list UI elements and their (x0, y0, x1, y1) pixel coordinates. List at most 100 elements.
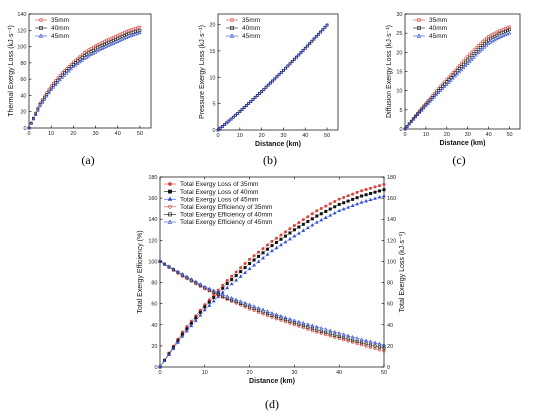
data-point (78, 57, 82, 61)
data-point (337, 202, 341, 206)
data-point (364, 187, 368, 191)
y-tick-label: 140 (148, 217, 157, 223)
data-point (116, 33, 120, 37)
data-point (64, 71, 69, 75)
data-point (472, 55, 476, 59)
data-point (249, 99, 253, 103)
legend-marker (167, 196, 173, 201)
data-point (122, 34, 126, 37)
data-point (134, 30, 137, 33)
data-point (38, 104, 42, 108)
series-line (159, 261, 385, 346)
data-point (127, 32, 131, 35)
data-point (116, 37, 120, 40)
data-point (36, 107, 40, 111)
data-point (80, 58, 84, 62)
data-point (306, 325, 310, 329)
y-tick-label: 5 (212, 102, 215, 108)
data-point (460, 65, 463, 68)
data-point (351, 192, 355, 196)
data-point (333, 333, 337, 337)
data-point (67, 64, 71, 68)
legend-marker (38, 33, 44, 38)
data-point (34, 112, 38, 116)
data-point (332, 329, 337, 334)
x-axis-label: Distance (km) (255, 141, 301, 148)
data-point (243, 262, 247, 266)
data-point (382, 342, 386, 347)
data-point (100, 44, 104, 47)
data-point (360, 194, 364, 198)
data-point (445, 82, 449, 86)
data-point (256, 259, 261, 263)
data-point (78, 60, 82, 64)
x-tick-label: 40 (302, 133, 308, 139)
data-point (333, 205, 337, 209)
y-tick-label: 20 (151, 344, 157, 350)
data-point (274, 312, 279, 316)
data-point (337, 331, 342, 335)
data-point (54, 79, 58, 82)
data-point (382, 193, 386, 198)
data-point (51, 85, 56, 89)
y-tick-label-right: 120 (387, 238, 396, 244)
data-point (485, 40, 488, 44)
data-point (134, 26, 137, 30)
data-point (40, 99, 44, 103)
y-tick-label-right: 0 (387, 365, 390, 371)
data-point (323, 215, 328, 220)
data-point (252, 304, 256, 308)
data-point (279, 242, 283, 247)
data-point (202, 307, 207, 312)
x-tick-label: 20 (247, 370, 253, 376)
data-point (135, 31, 140, 35)
y-tick-label: 30 (396, 12, 402, 18)
data-point (127, 28, 131, 32)
data-point (107, 40, 111, 44)
data-point (62, 73, 67, 77)
data-point (499, 34, 503, 39)
data-point (266, 247, 270, 251)
data-point (216, 128, 220, 132)
data-point (78, 54, 82, 58)
data-point (378, 184, 382, 188)
data-point (294, 55, 299, 59)
plot-frame (28, 13, 152, 129)
y-tick-label-right: 40 (387, 323, 393, 329)
y-axis-label: Pressure Exergy Loss (kJ·s⁻¹) (199, 25, 206, 119)
data-point (318, 30, 323, 34)
data-point (415, 112, 420, 117)
data-point (268, 81, 273, 85)
data-point (194, 318, 198, 322)
data-point (328, 328, 333, 332)
y-tick-label: 40 (20, 93, 26, 99)
data-point (288, 231, 292, 235)
data-point (80, 55, 84, 59)
data-point (63, 69, 66, 72)
data-point (221, 283, 225, 287)
data-point (342, 201, 346, 205)
data-point (297, 225, 301, 229)
data-point (239, 303, 243, 307)
data-point (265, 252, 270, 256)
data-point (382, 349, 386, 353)
data-point (405, 124, 409, 128)
data-point (310, 327, 314, 331)
x-tick-label: 0 (216, 133, 219, 139)
data-point (76, 61, 80, 65)
data-point (131, 33, 135, 37)
data-point (413, 115, 418, 119)
data-point (103, 43, 106, 46)
data-point (507, 31, 512, 35)
data-point (252, 258, 256, 262)
data-point (314, 34, 318, 38)
series-1 (403, 28, 511, 131)
series-3 (158, 259, 386, 353)
data-point (273, 76, 277, 81)
data-point (73, 63, 78, 67)
data-point (71, 64, 76, 69)
data-point (105, 41, 109, 45)
data-point (505, 32, 510, 36)
legend-label: Total Exergy Loss of 35mm (180, 181, 258, 188)
data-point (301, 48, 305, 52)
